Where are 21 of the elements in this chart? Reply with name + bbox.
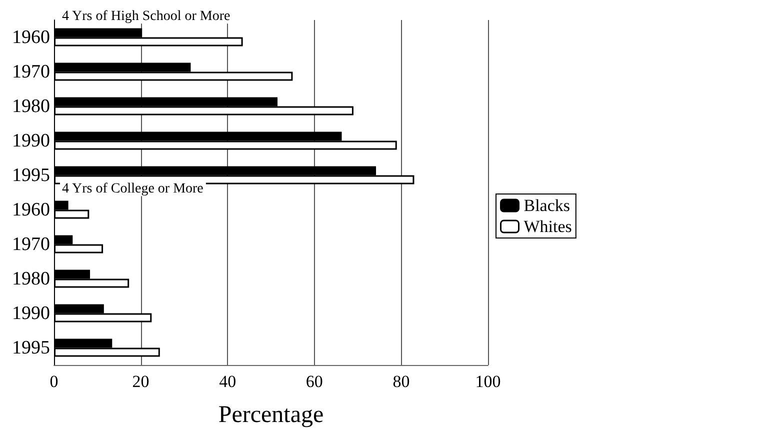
- annotation: 4 Yrs of High School or More: [62, 9, 230, 24]
- x-tick-label: 60: [306, 372, 323, 391]
- y-tick-label: 1980: [12, 268, 50, 290]
- y-tick-label: 1970: [12, 61, 50, 82]
- y-tick-label: 1990: [12, 130, 50, 152]
- y-tick-label: 1990: [12, 302, 50, 324]
- x-tick-label: 0: [50, 372, 58, 391]
- x-tick-label: 100: [475, 372, 501, 391]
- x-tick-label: 80: [392, 372, 410, 391]
- legend-label: Blacks: [524, 196, 570, 215]
- annotation: 4 Yrs of College or More: [62, 182, 204, 197]
- y-tick-label: 1970: [12, 234, 50, 255]
- x-tick-label: 20: [132, 372, 150, 391]
- y-tick-label: 1995: [12, 164, 50, 186]
- y-tick-label: 1960: [12, 199, 50, 220]
- y-tick-label: 1960: [12, 26, 50, 48]
- y-tick-label: 1995: [12, 337, 50, 358]
- legend-label: Whites: [524, 217, 572, 236]
- x-tick-label: 40: [219, 372, 236, 391]
- y-tick-label: 1980: [12, 96, 50, 117]
- x-axis-title: Percentage: [218, 402, 324, 428]
